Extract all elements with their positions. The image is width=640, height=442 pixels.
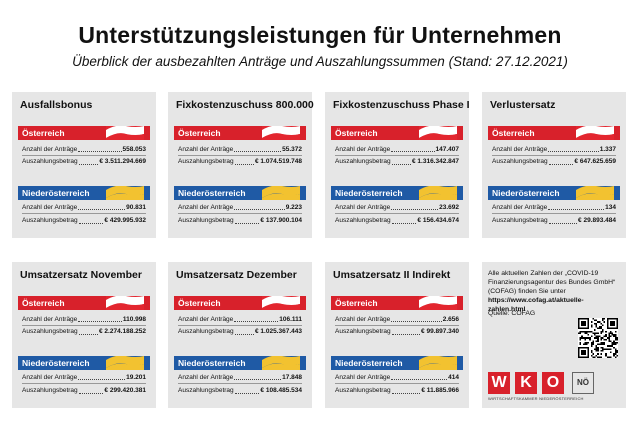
austria-flag-icon [106,296,144,310]
stat-row: Anzahl der Anträge 110.998 [22,314,146,326]
wko-subline: WIRTSCHAFTSKAMMER NIEDERÖSTERREICH [488,396,584,401]
region-band-lower-austria: Niederösterreich [174,356,306,370]
stat-row: Auszahlungsbetrag € 99.897.340 [335,328,459,335]
stat-row: Auszahlungsbetrag € 299.420.381 [22,387,146,394]
lower-austria-flag-icon [419,186,457,200]
stat-row: Anzahl der Anträge 134 [492,202,616,214]
austria-flag-icon [419,296,457,310]
lower-austria-flag-icon [576,186,614,200]
stat-row: Anzahl der Anträge 414 [335,372,459,384]
region-band-lower-austria: Niederösterreich [174,186,306,200]
region-band-lower-austria: Niederösterreich [488,186,620,200]
card-title: Verlustersatz [490,99,556,111]
region-band-austria: Österreich [174,126,306,140]
stat-row: Auszahlungsbetrag € 156.434.674 [335,217,459,224]
region-band-austria: Österreich [488,126,620,140]
stat-row: Anzahl der Anträge 9.223 [178,202,302,214]
stat-row: Auszahlungsbetrag € 1.074.519.748 [178,158,302,165]
region-band-austria: Österreich [174,296,306,310]
wko-letter-w: W [488,372,510,394]
region-band-austria: Österreich [18,126,150,140]
stat-row: Anzahl der Anträge 106.111 [178,314,302,326]
stat-row: Auszahlungsbetrag € 2.274.188.252 [22,328,146,335]
region-band-lower-austria: Niederösterreich [331,186,463,200]
wko-region: NÖ [572,372,594,394]
region-band-austria: Österreich [331,126,463,140]
wko-logo: W K O NÖ WIRTSCHAFTSKAMMER NIEDERÖSTERRE… [488,372,620,402]
card-title: Umsatzersatz II Indirekt [333,269,451,281]
stat-row: Anzahl der Anträge 17.848 [178,372,302,384]
card-title: Umsatzersatz November [20,269,142,281]
card: Ausfallsbonus Österreich Anzahl der Anträg… [12,92,156,238]
region-band-lower-austria: Niederösterreich [18,186,150,200]
austria-flag-icon [576,126,614,140]
lower-austria-flag-icon [262,356,300,370]
region-band-lower-austria: Niederösterreich [331,356,463,370]
info-box: Alle aktuellen Zahlen der „COVID-19 Fina… [482,262,626,408]
stat-row: Anzahl der Anträge 23.692 [335,202,459,214]
card: Fixkostenzuschuss 800.000 Österreich Anzah… [168,92,314,238]
austria-flag-icon [262,296,300,310]
cofag-link[interactable]: https://www.cofag.at/aktuelle-zahlen.htm… [488,297,584,313]
stat-row: Anzahl der Anträge 19.201 [22,372,146,384]
card-title: Ausfallsbonus [20,99,93,111]
stat-row: Anzahl der Anträge 2.656 [335,314,459,326]
stat-row: Auszahlungsbetrag € 647.625.659 [492,158,616,165]
stat-row: Auszahlungsbetrag € 429.995.932 [22,217,146,224]
stat-row: Auszahlungsbetrag € 1.025.367.443 [178,328,302,335]
stat-row: Auszahlungsbetrag € 108.485.534 [178,387,302,394]
lower-austria-flag-icon [106,356,144,370]
card: Umsatzersatz November Österreich Anzahl de… [12,262,156,408]
card-title: Fixkostenzuschuss Phase I [333,99,470,111]
lower-austria-flag-icon [106,186,144,200]
wko-letter-o: O [542,372,564,394]
stat-row: Anzahl der Anträge 147.407 [335,144,459,156]
lower-austria-flag-icon [419,356,457,370]
stat-row: Anzahl der Anträge 90.831 [22,202,146,214]
lower-austria-flag-icon [262,186,300,200]
card: Umsatzersatz II Indirekt Österreich Anzahl… [325,262,469,408]
page-subtitle: Überblick der ausbezahlten Anträge und A… [72,54,568,69]
region-band-austria: Österreich [331,296,463,310]
stat-row: Auszahlungsbetrag € 11.885.966 [335,387,459,394]
stat-row: Anzahl der Anträge 558.053 [22,144,146,156]
region-band-austria: Österreich [18,296,150,310]
austria-flag-icon [106,126,144,140]
austria-flag-icon [419,126,457,140]
page-title: Unterstützungsleistungen für Unternehmen [78,22,562,48]
stat-row: Auszahlungsbetrag € 29.893.484 [492,217,616,224]
stat-row: Auszahlungsbetrag € 137.900.104 [178,217,302,224]
card-title: Fixkostenzuschuss 800.000 [176,99,314,111]
austria-flag-icon [262,126,300,140]
qr-code-icon[interactable] [578,318,618,358]
region-band-lower-austria: Niederösterreich [18,356,150,370]
wko-letter-k: K [515,372,537,394]
info-text: Alle aktuellen Zahlen der „COVID-19 Fina… [488,270,616,313]
card: Umsatzersatz Dezember Österreich Anzahl de… [168,262,312,408]
card: Verlustersatz Österreich Anzahl der Anträg… [482,92,626,238]
stat-row: Auszahlungsbetrag € 3.511.294.669 [22,158,146,165]
stat-row: Anzahl der Anträge 55.372 [178,144,302,156]
source-note: Quelle: COFAG [488,310,536,317]
card: Fixkostenzuschuss Phase I Österreich Anzah… [325,92,470,238]
stat-row: Auszahlungsbetrag € 1.316.342.847 [335,158,459,165]
stat-row: Anzahl der Anträge 1.337 [492,144,616,156]
card-title: Umsatzersatz Dezember [176,269,297,281]
